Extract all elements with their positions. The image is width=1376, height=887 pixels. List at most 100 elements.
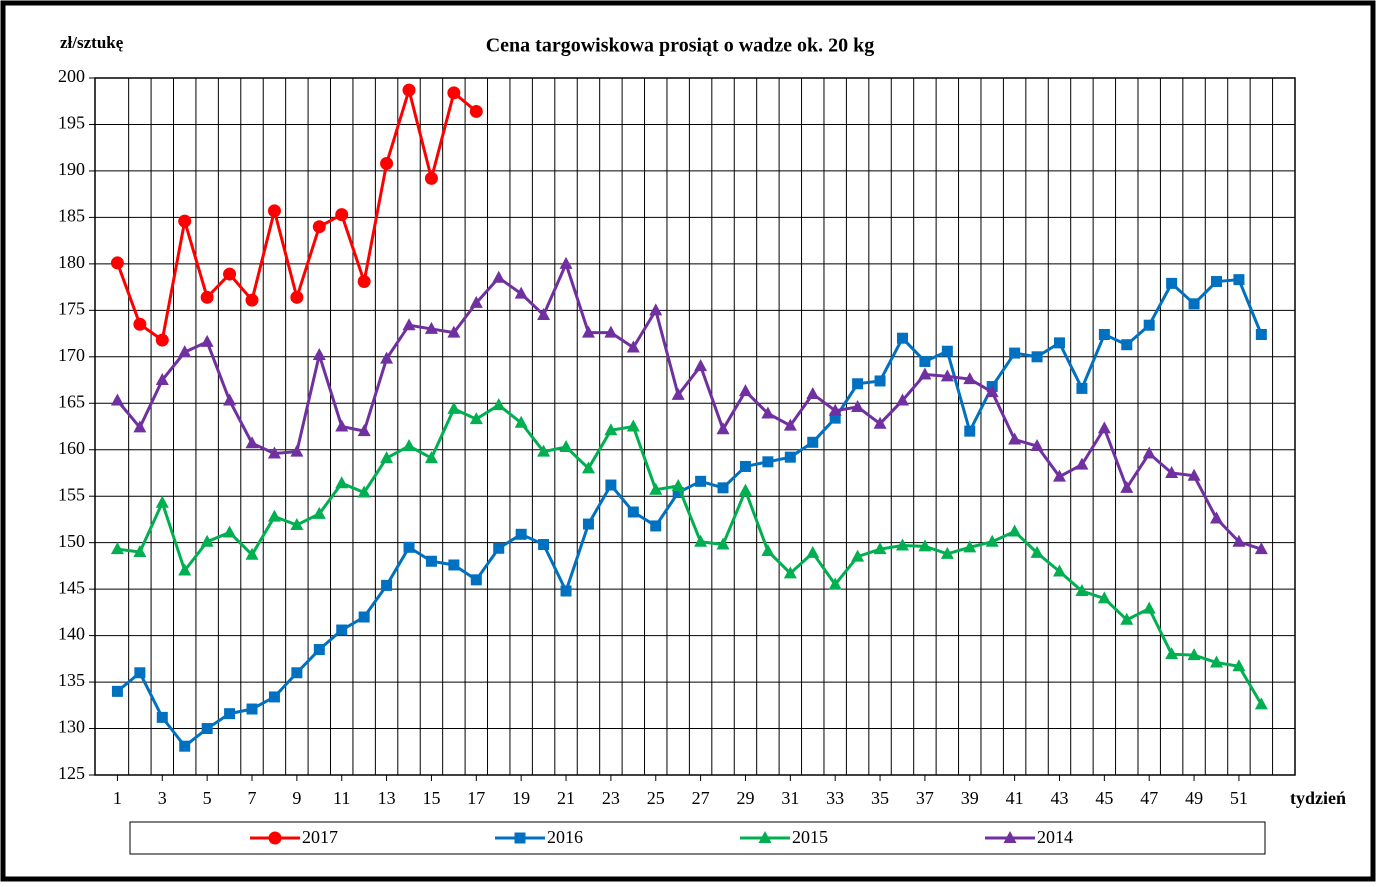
marker [245, 436, 259, 449]
x-tick-label: 27 [692, 788, 710, 808]
x-tick-label: 37 [916, 788, 934, 808]
plot-area [94, 77, 1296, 776]
marker [538, 539, 550, 551]
marker [403, 541, 415, 553]
y-tick-label: 140 [58, 624, 85, 644]
marker [155, 373, 169, 386]
marker [806, 386, 820, 399]
y-tick-label: 185 [58, 206, 85, 226]
marker [1030, 545, 1044, 558]
marker [941, 345, 953, 357]
marker [201, 723, 213, 735]
marker [178, 563, 192, 576]
marker [267, 509, 281, 522]
marker [828, 403, 842, 416]
marker [1003, 831, 1017, 843]
marker [940, 546, 954, 559]
x-tick-label: 39 [961, 788, 979, 808]
marker [985, 534, 999, 547]
marker [178, 214, 192, 228]
marker [470, 574, 482, 586]
marker [335, 419, 349, 432]
marker [357, 485, 371, 498]
y-tick-label: 145 [58, 577, 85, 597]
marker [1188, 298, 1200, 310]
x-tick-label: 5 [203, 788, 212, 808]
marker [1142, 601, 1156, 614]
marker [605, 479, 617, 491]
marker [493, 542, 505, 554]
marker [268, 831, 282, 845]
marker [312, 347, 326, 360]
y-tick-label: 200 [58, 66, 85, 86]
x-tick-label: 35 [871, 788, 889, 808]
marker [1052, 564, 1066, 577]
marker [268, 691, 280, 703]
legend-label: 2015 [792, 827, 828, 847]
x-tick-label: 9 [292, 788, 301, 808]
marker [358, 611, 370, 623]
y-tick-label: 150 [58, 531, 85, 551]
marker [200, 334, 214, 347]
marker [1097, 591, 1111, 604]
x-tick-label: 41 [1006, 788, 1024, 808]
marker [1209, 655, 1223, 668]
marker [111, 685, 123, 697]
x-tick-label: 15 [422, 788, 440, 808]
marker [895, 393, 909, 406]
marker [758, 831, 772, 843]
marker [761, 544, 775, 557]
marker [762, 456, 774, 468]
marker [245, 547, 259, 560]
marker [291, 667, 303, 679]
marker [559, 439, 573, 452]
x-tick-label: 51 [1230, 788, 1248, 808]
marker [717, 482, 729, 494]
marker [402, 439, 416, 452]
marker [626, 340, 640, 353]
legend-label: 2014 [1037, 827, 1073, 847]
marker [874, 375, 886, 387]
marker [380, 451, 394, 464]
marker [133, 317, 147, 331]
marker [290, 518, 304, 531]
marker [447, 401, 461, 414]
marker [1075, 457, 1089, 470]
marker [381, 579, 393, 591]
marker [626, 419, 640, 432]
x-tick-label: 25 [647, 788, 665, 808]
y-tick-label: 190 [58, 159, 85, 179]
marker [1052, 469, 1066, 482]
y-tick-label: 130 [58, 717, 85, 737]
marker [492, 270, 506, 283]
legend-label: 2016 [547, 827, 583, 847]
marker [650, 520, 662, 532]
marker [761, 406, 775, 419]
marker [985, 385, 999, 398]
marker [851, 549, 865, 562]
x-tick-label: 45 [1095, 788, 1113, 808]
marker [918, 539, 932, 552]
legend-box [129, 821, 1266, 855]
marker [223, 393, 237, 406]
marker [179, 740, 191, 752]
marker [447, 86, 461, 100]
marker [738, 384, 752, 397]
marker [716, 422, 730, 435]
marker [448, 559, 460, 571]
marker [1097, 421, 1111, 434]
y-tick-label: 180 [58, 252, 85, 272]
marker [1187, 468, 1201, 481]
marker [582, 518, 594, 530]
marker [290, 444, 304, 457]
marker [695, 475, 707, 487]
marker [783, 418, 797, 431]
marker [424, 171, 438, 185]
marker [964, 425, 976, 437]
marker [829, 412, 841, 424]
marker [469, 295, 483, 308]
marker [919, 355, 931, 367]
marker [963, 372, 977, 385]
marker [784, 451, 796, 463]
marker [671, 387, 685, 400]
